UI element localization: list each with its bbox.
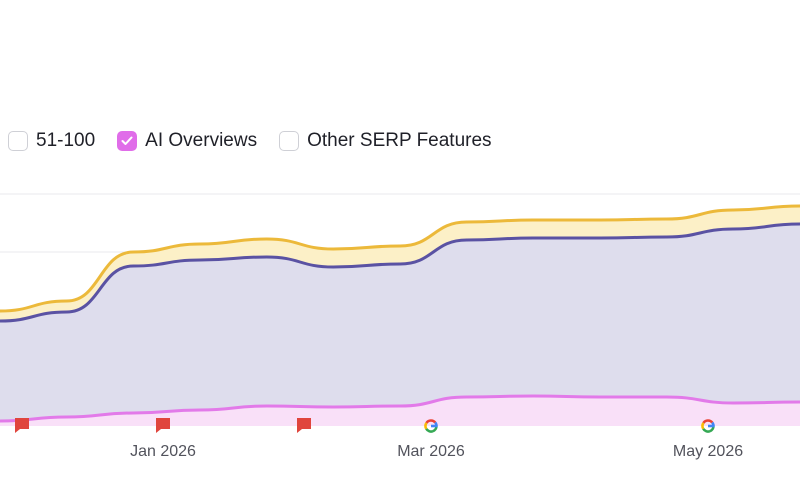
legend-label-other-serp-features: Other SERP Features: [307, 130, 492, 151]
legend-label-ai-overviews: AI Overviews: [145, 130, 258, 151]
area-series-2: [0, 224, 800, 426]
line-series-3: [0, 204, 800, 313]
legend-item-ai-overviews[interactable]: AI Overviews: [117, 130, 257, 152]
legend-label-51-100: 51-100: [36, 130, 96, 151]
x-tick-label: Mar 2026: [397, 443, 465, 460]
flag-marker-icon[interactable]: [15, 418, 29, 433]
checkbox-other-serp-features[interactable]: [279, 131, 300, 151]
event-markers: [15, 418, 715, 433]
x-tick-label: Jan 2026: [130, 443, 196, 460]
series-lines: [0, 204, 800, 423]
series-areas: [0, 206, 800, 426]
area-ai-overviews: [0, 396, 800, 426]
google-update-marker-icon[interactable]: [701, 419, 715, 433]
line-ai-overviews: [0, 394, 800, 423]
checkbox-ai-overviews[interactable]: [117, 131, 138, 151]
checkbox-51-100[interactable]: [8, 131, 28, 151]
line-series-2: [0, 222, 800, 323]
x-axis-ticks: Jan 2026 Mar 2026 May 2026: [130, 443, 743, 460]
checkmark-icon: [121, 136, 133, 145]
flag-marker-icon[interactable]: [156, 418, 170, 433]
google-update-marker-icon[interactable]: [424, 419, 438, 433]
flag-marker-icon[interactable]: [297, 418, 311, 433]
x-tick-label: May 2026: [673, 443, 743, 460]
legend-item-other-serp-features[interactable]: Other SERP Features: [279, 130, 492, 152]
serp-legend: 51-100 AI Overviews Other SERP Features: [8, 126, 514, 156]
legend-item-51-100[interactable]: 51-100: [8, 130, 95, 152]
